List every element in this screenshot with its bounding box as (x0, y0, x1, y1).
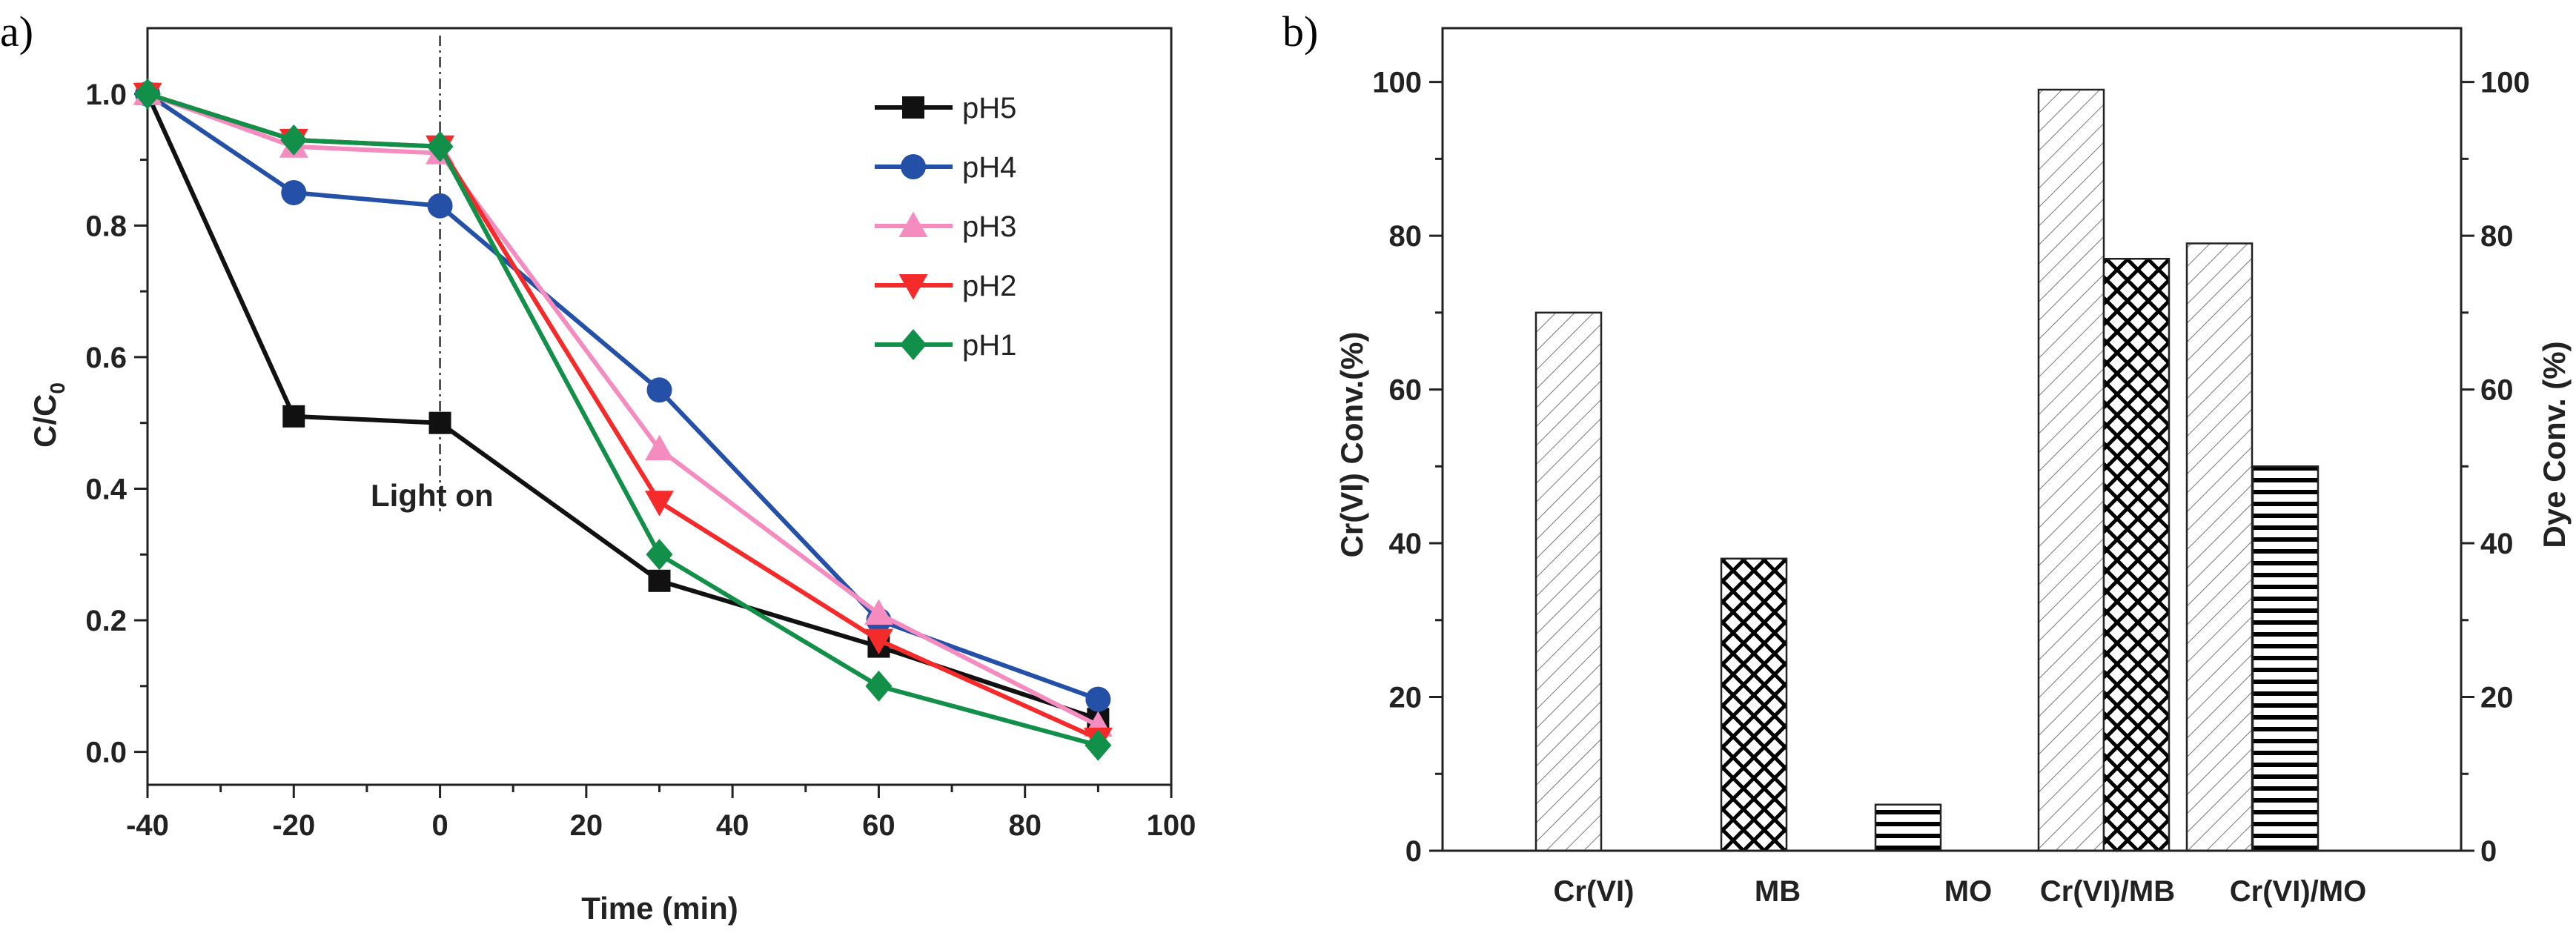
y-tick-label-a: 0.0 (85, 737, 127, 769)
point-pH5 (282, 405, 305, 428)
category-label: Cr(VI)/MO (2230, 875, 2366, 908)
y-tick-label-b-right: 100 (2480, 67, 2530, 99)
y-tick-label-b-left: 40 (1389, 528, 1423, 560)
legend-label: pH5 (962, 92, 1016, 124)
x-tick-label-a: -20 (272, 809, 315, 842)
point-pH1 (646, 539, 673, 571)
legend-label: pH2 (962, 270, 1016, 302)
point-pH4 (646, 377, 672, 403)
legend-item-pH4: pH4 (875, 151, 1016, 184)
legend-marker-pH1 (900, 329, 927, 360)
legend-marker-pH4 (901, 154, 926, 179)
y-tick-label-a: 0.8 (85, 210, 127, 242)
legend-marker-pH5 (902, 96, 924, 119)
x-tick-label-a: 0 (431, 809, 448, 842)
y-tick-label-b-right: 0 (2480, 835, 2497, 868)
bar-MO-MO (1874, 803, 1942, 852)
point-pH5 (428, 411, 451, 434)
x-tick-label-a: 60 (862, 809, 895, 842)
category-label: MB (1755, 875, 1801, 908)
series-pH1 (134, 78, 1112, 761)
x-tick-label-a: 20 (570, 809, 603, 842)
bar-MB-MB (1720, 557, 1788, 852)
x-tick-label-a: -40 (126, 809, 169, 842)
line-pH3 (146, 91, 1099, 728)
point-pH5 (648, 569, 671, 592)
legend-label: pH1 (962, 329, 1016, 362)
bar-Cr(VI)/MO-MO (2251, 465, 2320, 852)
x-tick-label-a: 80 (1008, 809, 1042, 842)
chart-b: b) 0 0 20 20 40 40 60 60 80 80 100 100 Cr(VI) MB MO Cr(… (1282, 7, 2572, 908)
x-tick-label-a: 40 (716, 809, 749, 842)
panel-label-b: b) (1282, 7, 1318, 56)
point-pH3 (864, 599, 893, 625)
legend-marker-pH2 (898, 274, 928, 300)
y-tick-label-b-left: 100 (1372, 67, 1422, 99)
x-tick-label-a: 100 (1147, 809, 1196, 842)
legend-label: pH4 (962, 151, 1016, 184)
y-axis-label-a: C/C0 (27, 382, 69, 448)
y-tick-label-b-right: 40 (2480, 528, 2514, 560)
point-pH1 (426, 130, 454, 162)
annotation-light-on: Light on (371, 478, 494, 513)
point-pH4 (1085, 686, 1111, 712)
legend-a: pH5 pH4 pH3 pH2 pH1 (875, 92, 1016, 362)
panel-label-a: a) (0, 7, 33, 56)
y-tick-label-b-left: 60 (1389, 374, 1423, 407)
legend-item-pH3: pH3 (875, 210, 1016, 243)
point-pH2 (645, 491, 674, 517)
point-pH1 (1085, 729, 1112, 761)
legend-marker-pH3 (898, 211, 928, 237)
category-label: MO (1944, 875, 1992, 908)
x-axis-label-a: Time (min) (581, 891, 738, 926)
point-pH4 (281, 179, 307, 205)
y-tick-label-a: 0.6 (85, 342, 127, 374)
point-pH1 (134, 78, 161, 110)
y-tick-label-b-right: 80 (2480, 220, 2514, 253)
point-pH2 (864, 628, 893, 655)
category-label: Cr(VI)/MB (2040, 875, 2175, 908)
point-pH1 (280, 124, 308, 156)
y-tick-label-b-right: 60 (2480, 374, 2514, 407)
point-pH4 (427, 193, 453, 219)
legend-item-pH1: pH1 (875, 329, 1016, 362)
bar-Cr(VI)/MB-Cr(VI) (2037, 88, 2105, 852)
y-tick-label-b-right: 20 (2480, 682, 2514, 714)
y-tick-label-b-left: 80 (1389, 220, 1423, 253)
y-tick-label-b-left: 0 (1405, 835, 1422, 868)
y-tick-label-a: 0.4 (85, 473, 127, 505)
legend-item-pH5: pH5 (875, 92, 1016, 124)
legend-label: pH3 (962, 210, 1016, 243)
y-tick-label-a: 0.2 (85, 605, 127, 637)
y-axis-label-b-left: Cr(VI) Conv.(%) (1334, 332, 1369, 558)
y-tick-label-a: 1.0 (85, 79, 127, 111)
category-label: Cr(VI) (1554, 875, 1635, 908)
point-pH1 (865, 670, 893, 702)
bar-Cr(VI)-Cr(VI) (1534, 311, 1603, 852)
point-pH3 (645, 434, 674, 461)
bar-Cr(VI)/MO-Cr(VI) (2185, 242, 2254, 852)
y-tick-label-b-left: 20 (1389, 682, 1423, 714)
plot-frame-b (1441, 27, 2463, 852)
bar-Cr(VI)/MB-MB (2102, 257, 2171, 852)
chart-a: a) -40 -20 0 20 40 60 80 1000.00.20.40.60.81.0 … (0, 7, 1196, 926)
y-axis-label-b-right: Dye Conv. (%) (2537, 341, 2572, 548)
line-pH1 (147, 91, 1099, 748)
legend-item-pH2: pH2 (875, 270, 1016, 302)
